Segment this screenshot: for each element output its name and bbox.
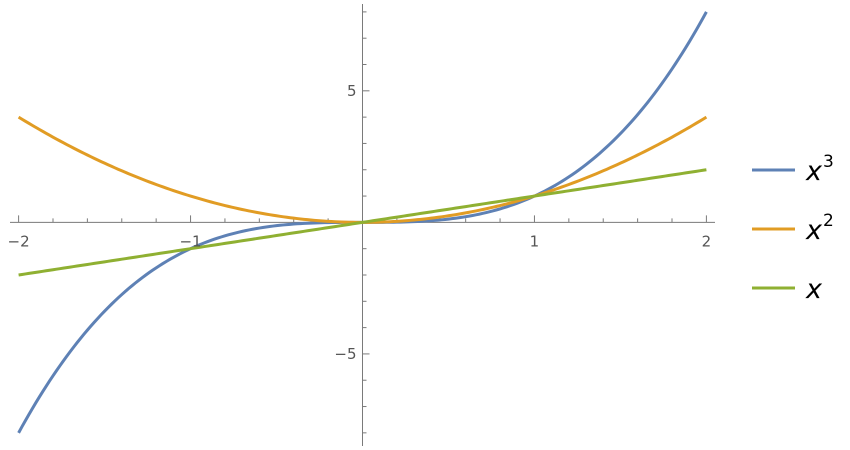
legend-exponent-x3: 3	[823, 152, 834, 172]
plot-series	[17, 11, 708, 434]
legend-label-x3: x	[805, 156, 823, 187]
x-tick-label: −2	[8, 232, 30, 250]
y-tick-label: 5	[347, 82, 357, 100]
legend-label-x: x	[805, 274, 823, 305]
legend: x 3x 2x	[752, 152, 834, 305]
x-tick-label: −1	[179, 232, 201, 250]
x-tick-label: 1	[530, 232, 540, 250]
y-tick-label: −5	[334, 345, 356, 363]
legend-exponent-x2: 2	[823, 211, 834, 231]
series-line-x	[18, 168, 707, 277]
legend-label-x2: x	[805, 215, 823, 246]
axes	[10, 4, 715, 446]
x-tick-label: 2	[702, 232, 712, 250]
tick-labels: −2 −1 1 2 −5 5	[8, 82, 712, 363]
